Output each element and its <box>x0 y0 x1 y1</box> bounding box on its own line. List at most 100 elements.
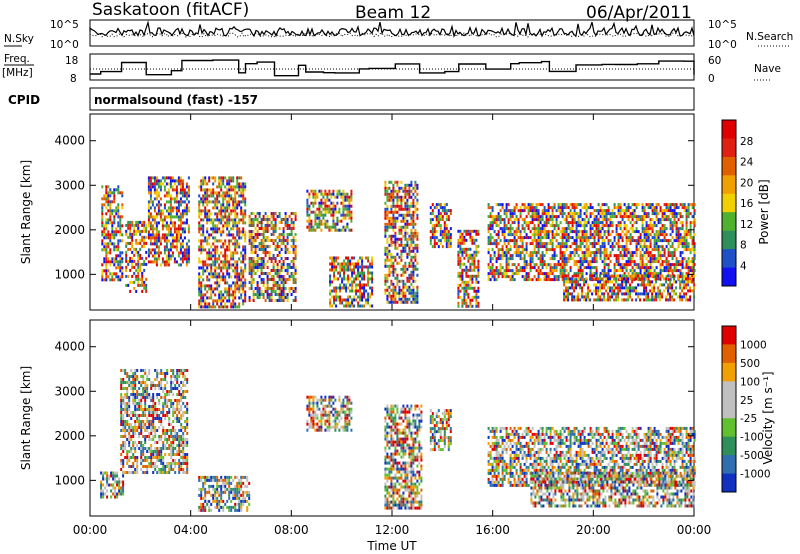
echo-cell <box>282 239 285 242</box>
echo-cell <box>539 242 542 246</box>
echo-cell <box>361 298 364 302</box>
echo-cell <box>511 212 514 216</box>
echo-cell <box>627 236 630 240</box>
echo-cell <box>266 296 269 299</box>
echo-cell <box>218 275 221 279</box>
echo-cell <box>260 218 263 221</box>
echo-cell <box>388 216 391 220</box>
echo-cell <box>575 212 578 216</box>
echo-cell <box>345 298 348 302</box>
echo-cell <box>531 221 534 225</box>
echo-cell <box>125 265 128 269</box>
echo-cell <box>226 233 229 237</box>
echo-cell <box>115 272 118 276</box>
echo-cell <box>107 242 110 246</box>
echo-cell <box>198 203 201 207</box>
echo-cell <box>471 286 474 290</box>
echo-cell <box>645 233 648 237</box>
echo-cell <box>541 203 544 207</box>
echo-cell <box>406 201 409 205</box>
echo-cell <box>204 188 207 192</box>
echo-cell <box>539 245 542 249</box>
echo-cell <box>220 278 223 282</box>
echo-cell <box>585 206 588 210</box>
echo-cell <box>183 257 186 261</box>
echo-cell <box>131 256 134 260</box>
echo-cell <box>183 206 186 210</box>
echo-cell <box>155 236 158 240</box>
echo-cell <box>153 206 156 210</box>
echo-cell <box>149 191 152 195</box>
echo-cell <box>575 278 578 282</box>
echo-cell <box>587 263 590 267</box>
echo-cell <box>555 218 558 222</box>
echo-cell <box>135 223 138 227</box>
echo-cell <box>119 251 122 255</box>
echo-cell <box>605 236 608 240</box>
echo-cell <box>119 215 122 219</box>
echo-cell <box>119 254 122 258</box>
echo-cell <box>181 245 184 249</box>
echo-cell <box>663 209 666 213</box>
echo-cell <box>179 191 182 195</box>
echo-cell <box>161 218 164 222</box>
echo-cell <box>435 236 438 240</box>
echo-cell <box>367 259 370 263</box>
echo-cell <box>677 233 680 237</box>
echo-cell <box>497 233 500 237</box>
echo-cell <box>589 224 592 228</box>
echo-cell <box>487 242 490 246</box>
echo-cell <box>499 272 502 276</box>
echo-cell <box>384 225 387 229</box>
echo-cell <box>264 218 267 221</box>
echo-cell <box>167 200 170 204</box>
echo-cell <box>545 230 548 234</box>
echo-cell <box>222 230 225 234</box>
echo-cell <box>629 227 632 231</box>
echo-cell <box>248 218 251 221</box>
echo-cell <box>539 218 542 222</box>
echo-cell <box>597 248 600 252</box>
echo-cell <box>113 272 116 276</box>
echo-cell <box>611 215 614 219</box>
echo-cell <box>665 263 668 267</box>
echo-cell <box>471 274 474 278</box>
echo-cell <box>663 269 666 273</box>
echo-cell <box>384 258 387 262</box>
echo-cell <box>163 236 166 240</box>
echo-cell <box>351 283 354 287</box>
echo-cell <box>519 266 522 270</box>
echo-cell <box>469 283 472 287</box>
echo-cell <box>226 245 229 249</box>
echo-cell <box>627 206 630 210</box>
echo-cell <box>181 194 184 198</box>
echo-cell <box>351 304 354 308</box>
echo-cell <box>611 286 614 290</box>
echo-cell <box>591 251 594 255</box>
echo-cell <box>308 222 311 226</box>
echo-cell <box>167 239 170 243</box>
echo-cell <box>593 274 596 278</box>
echo-cell <box>151 176 154 180</box>
echo-cell <box>410 291 413 295</box>
echo-cell <box>653 245 656 249</box>
echo-cell <box>577 298 580 302</box>
echo-cell <box>318 216 321 220</box>
echo-cell <box>603 286 606 290</box>
echo-cell <box>157 182 160 186</box>
echo-cell <box>609 215 612 219</box>
echo-cell <box>210 251 213 255</box>
echo-cell <box>384 252 387 256</box>
echo-cell <box>605 289 608 293</box>
echo-cell <box>226 215 229 219</box>
echo-cell <box>663 215 666 219</box>
echo-cell <box>629 283 632 287</box>
echo-cell <box>577 248 580 252</box>
echo-cell <box>163 185 166 189</box>
echo-cell <box>641 266 644 270</box>
echo-cell <box>394 291 397 295</box>
echo-cell <box>635 218 638 222</box>
echo-cell <box>539 263 542 267</box>
echo-cell <box>583 224 586 228</box>
echo-cell <box>663 212 666 216</box>
